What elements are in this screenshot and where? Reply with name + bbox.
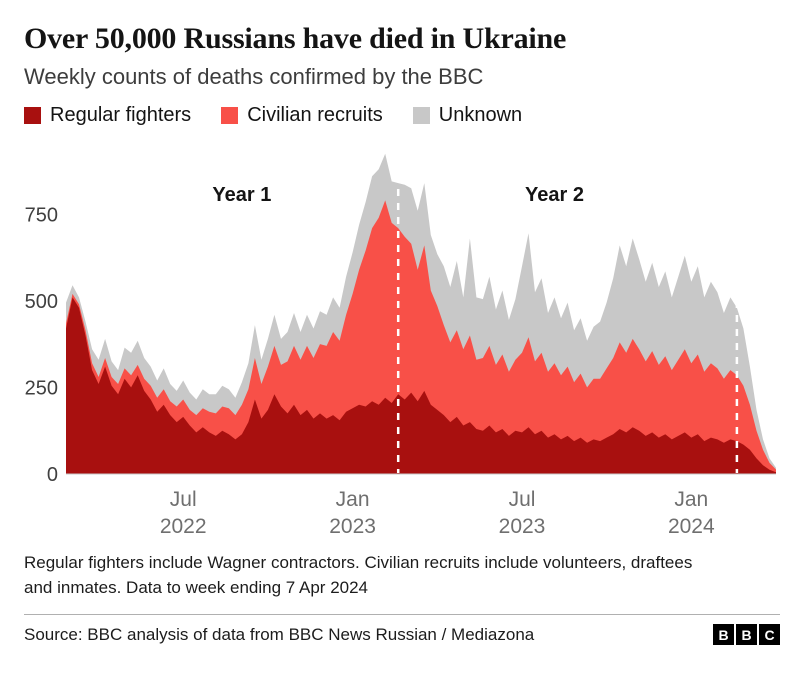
legend-item-unknown: Unknown xyxy=(412,104,523,127)
x-tick-month: Jan xyxy=(336,488,370,511)
source-row: Source: BBC analysis of data from BBC Ne… xyxy=(24,615,780,655)
y-tick-label: 250 xyxy=(25,377,58,399)
chart-footnote: Regular fighters include Wagner contract… xyxy=(24,553,693,597)
bbc-logo-block-c: C xyxy=(759,624,780,646)
x-tick-year: 2022 xyxy=(160,515,207,538)
y-tick-label: 0 xyxy=(47,464,58,486)
stacked-area-chart: 0 250 500 750 Jul 2022 Jan 2023 Jul 2023 Jan 2024 Ye… xyxy=(25,153,776,538)
source-text: Source: BBC analysis of data from BBC Ne… xyxy=(24,624,535,644)
page-title: Over 50,000 Russians have died in Ukrain… xyxy=(24,22,567,55)
x-tick-month: Jul xyxy=(509,488,536,511)
x-tick-year: 2023 xyxy=(329,515,376,538)
year-annotation: Year 1 xyxy=(212,184,271,206)
chart-card: Over 50,000 Russians have died in Ukrain… xyxy=(24,22,780,655)
x-tick-month: Jul xyxy=(170,488,197,511)
legend-item-civilian-recruits: Civilian recruits xyxy=(221,104,383,127)
bbc-logo-block-b1: B xyxy=(713,624,734,646)
area-civilian xyxy=(66,200,776,474)
legend-label-regular-fighters: Regular fighters xyxy=(50,104,192,126)
legend: Regular fighters Civilian recruits Unkno… xyxy=(24,104,780,127)
legend-label-unknown: Unknown xyxy=(438,104,523,126)
legend-item-regular-fighters: Regular fighters xyxy=(24,104,191,127)
page-subtitle: Weekly counts of deaths confirmed by the… xyxy=(24,64,484,89)
legend-label-civilian-recruits: Civilian recruits xyxy=(247,104,383,126)
x-tick-year: 2024 xyxy=(668,515,715,538)
year-annotation: Year 2 xyxy=(525,184,584,206)
legend-swatch-unknown xyxy=(412,107,430,124)
bbc-logo-block-b2: B xyxy=(736,624,757,646)
y-tick-label: 750 xyxy=(25,204,58,226)
x-tick-month: Jan xyxy=(674,488,708,511)
area-regular xyxy=(66,297,776,474)
x-tick-year: 2023 xyxy=(499,515,546,538)
legend-swatch-regular-fighters xyxy=(24,107,41,124)
legend-swatch-civilian-recruits xyxy=(221,107,239,124)
y-tick-label: 500 xyxy=(25,291,58,313)
divider xyxy=(24,614,780,616)
bbc-logo: B B C xyxy=(713,624,780,646)
